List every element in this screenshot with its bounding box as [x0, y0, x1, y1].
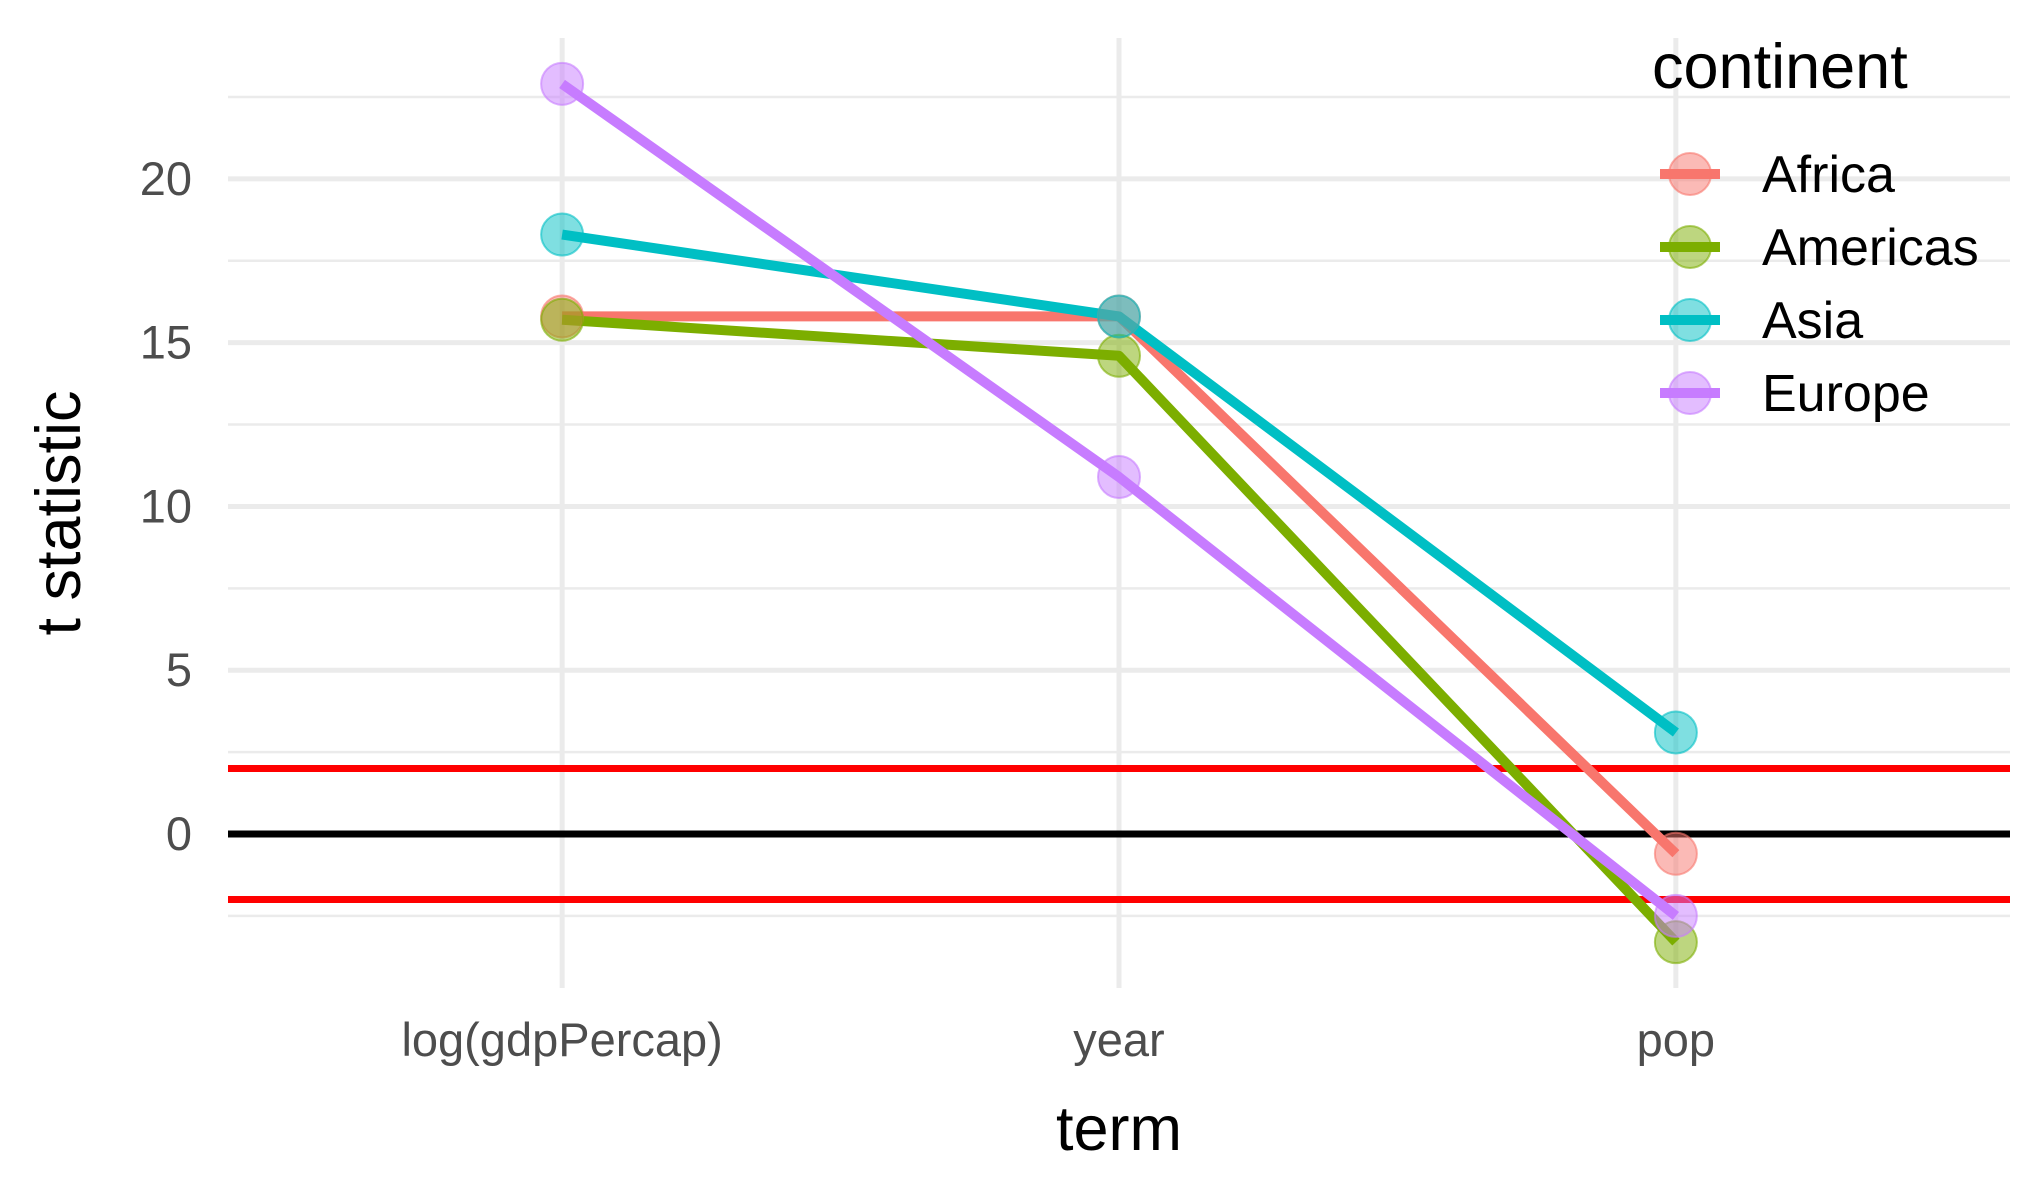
legend-item-europe: Europe: [1660, 365, 1930, 423]
data-point-africa: [1653, 831, 1698, 876]
major-gridlines: [228, 38, 2010, 988]
legend-item-africa: Africa: [1660, 146, 1895, 204]
x-tick-label: year: [1073, 1013, 1164, 1066]
legend-key-point: [1668, 152, 1712, 196]
legend-item-asia: Asia: [1660, 292, 1863, 350]
y-axis-ticks: 0 5 10 15 20: [140, 152, 192, 860]
x-tick-label: pop: [1637, 1013, 1715, 1066]
y-tick-label: 15: [140, 316, 192, 369]
x-axis-ticks: log(gdpPercap) year pop: [401, 1013, 1715, 1066]
reference-lines: [228, 765, 2010, 904]
legend-key-point: [1668, 371, 1712, 415]
y-tick-label: 10: [140, 479, 192, 532]
series-points: [540, 61, 1698, 965]
legend-items: Africa Americas Asia Europe: [1660, 146, 1979, 423]
legend: continent Africa Americas Asia Europe: [1652, 32, 1979, 423]
data-point-asia: [540, 212, 585, 257]
legend-item-americas: Americas: [1660, 219, 1979, 277]
y-tick-label: 0: [166, 807, 192, 860]
legend-label: Africa: [1762, 146, 1895, 204]
data-point-americas: [540, 297, 585, 342]
y-tick-label: 20: [140, 152, 192, 205]
x-axis-title: term: [1056, 1094, 1182, 1164]
legend-key-point: [1668, 225, 1712, 269]
y-axis-title: t statistic: [24, 390, 94, 635]
x-tick-label: log(gdpPercap): [401, 1013, 722, 1066]
data-point-europe: [1097, 454, 1141, 499]
data-point-asia: [1653, 710, 1698, 755]
data-point-europe: [1653, 893, 1698, 938]
data-point-europe: [540, 61, 585, 106]
legend-key-point: [1668, 298, 1712, 342]
data-point-asia: [1097, 294, 1141, 339]
data-point-americas: [1097, 333, 1141, 378]
y-tick-label: 5: [166, 643, 192, 696]
legend-label: Asia: [1762, 292, 1863, 350]
legend-label: Europe: [1762, 365, 1930, 423]
legend-title: continent: [1652, 32, 1908, 102]
legend-label: Americas: [1762, 219, 1979, 277]
